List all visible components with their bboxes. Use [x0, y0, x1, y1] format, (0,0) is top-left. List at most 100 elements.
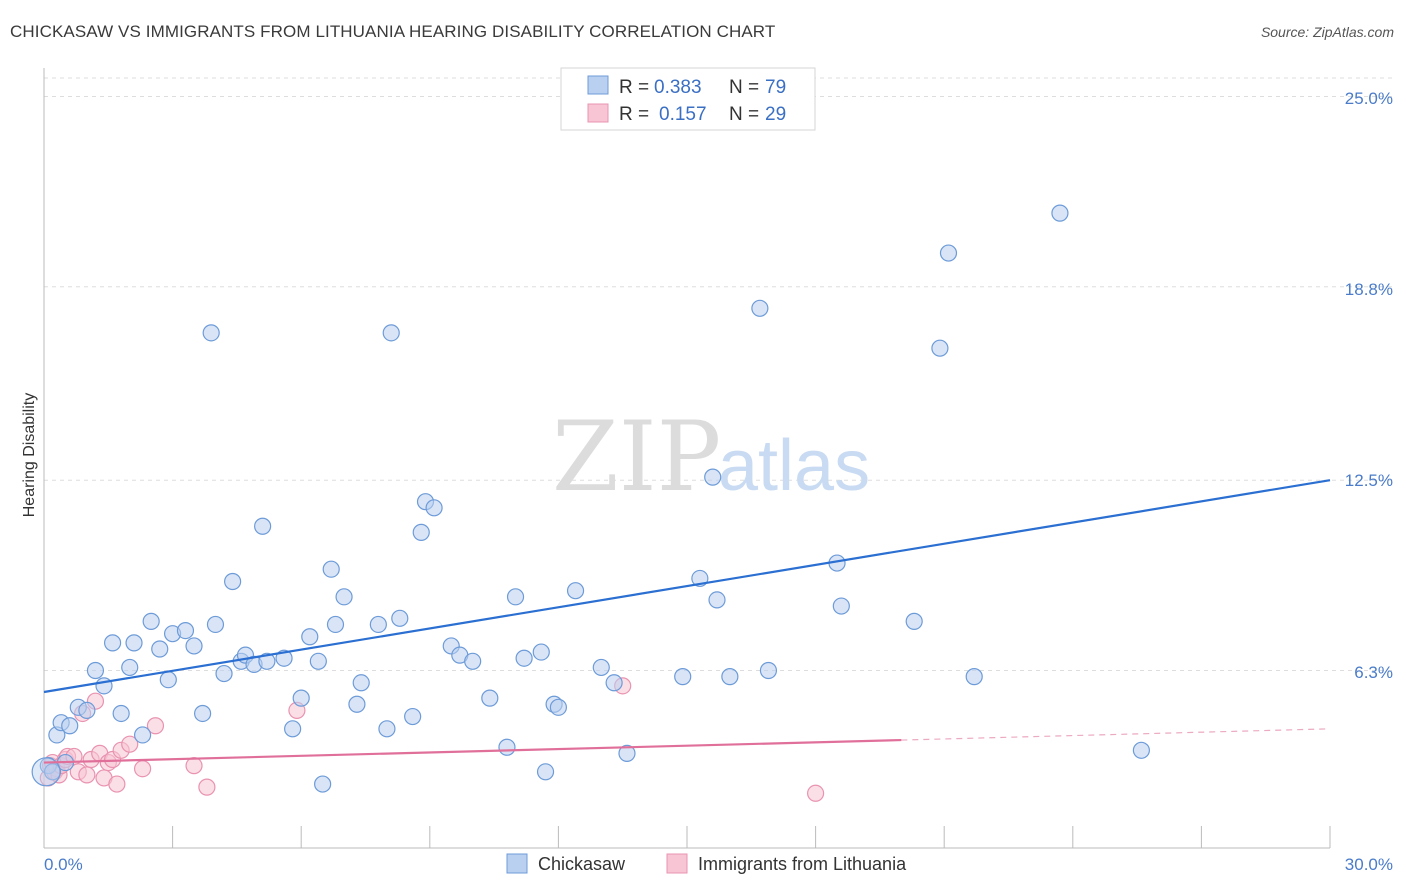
y-tick-label: 25.0% — [1345, 89, 1393, 108]
chickasaw-point — [215, 664, 233, 683]
chickasaw-point — [506, 588, 525, 606]
legend-r-value: 0.383 — [654, 77, 702, 98]
chickasaw-point — [674, 668, 692, 686]
chickasaw-point — [322, 560, 340, 578]
chickasaw-point — [391, 609, 409, 627]
chickasaw-point — [314, 775, 332, 793]
chickasaw-point — [159, 671, 177, 689]
watermark-zip: ZIP — [552, 401, 721, 513]
legend-n-label: N = — [729, 77, 759, 98]
series-legend: Chickasaw Immigrants from Lithuania — [506, 853, 907, 874]
lithuania-point — [133, 760, 152, 778]
trend-lines — [43, 479, 1331, 764]
legend-r-label: R = — [619, 104, 649, 125]
y-axis-label: Hearing Disability — [21, 393, 38, 518]
chickasaw-point — [335, 588, 353, 606]
chickasaw-point — [412, 523, 430, 541]
chickasaw-point — [1132, 741, 1150, 759]
chickasaw-point — [78, 701, 96, 720]
chickasaw-point — [202, 324, 220, 342]
legend-swatch-lithuania — [666, 853, 688, 874]
lithuania-trend-line-extension — [901, 728, 1331, 741]
chickasaw-point — [704, 468, 722, 486]
chickasaw-point — [206, 615, 225, 634]
legend-swatch-chickasaw — [506, 853, 528, 874]
legend-n-label: N = — [729, 104, 759, 125]
lithuania-point — [806, 784, 825, 802]
chickasaw-point — [254, 517, 272, 535]
chickasaw-point — [532, 643, 550, 661]
legend-swatch-chickasaw — [587, 75, 609, 95]
lithuania-point — [185, 757, 203, 775]
chickasaw-point — [185, 637, 203, 655]
legend-n-value: 79 — [765, 77, 786, 98]
series-lithuania-points — [39, 677, 825, 802]
chickasaw-point — [832, 597, 850, 615]
chickasaw-point — [309, 652, 327, 670]
legend-r-label: R = — [619, 77, 649, 98]
chickasaw-point — [369, 615, 387, 634]
legend-r-value: 0.157 — [659, 104, 707, 125]
correlation-legend: R = 0.383 N = 79 R = 0.157 N = 29 — [560, 67, 816, 131]
lithuania-point — [78, 766, 96, 784]
x-tick-label: 0.0% — [44, 855, 83, 874]
chickasaw-point — [292, 689, 310, 707]
chickasaw-point — [481, 689, 499, 707]
chickasaw-point — [352, 674, 370, 692]
chickasaw-point — [258, 652, 276, 670]
chickasaw-point — [142, 612, 160, 630]
chickasaw-point — [125, 634, 143, 652]
chickasaw-point — [404, 707, 422, 726]
x-tick-label: 30.0% — [1345, 855, 1393, 874]
chickasaw-point — [605, 674, 623, 692]
chickasaw-point — [751, 299, 769, 317]
chickasaw-point — [931, 339, 949, 357]
chickasaw-point — [759, 661, 778, 680]
chickasaw-point — [708, 591, 726, 609]
chickasaw-point — [284, 720, 302, 738]
chickasaw-point — [721, 668, 739, 686]
chickasaw-point — [326, 615, 345, 634]
chickasaw-point — [61, 717, 79, 735]
chart-title: CHICKASAW VS IMMIGRANTS FROM LITHUANIA H… — [10, 22, 776, 41]
y-tick-label: 6.3% — [1354, 663, 1393, 682]
chickasaw-trend-line — [43, 479, 1331, 694]
chickasaw-point — [536, 763, 555, 781]
chickasaw-point — [905, 612, 923, 630]
chickasaw-point — [133, 726, 152, 744]
chickasaw-point — [939, 244, 958, 262]
y-tick-label: 18.8% — [1345, 280, 1393, 299]
chickasaw-point — [464, 652, 482, 670]
chickasaw-point — [121, 658, 139, 677]
legend-swatch-lithuania — [587, 103, 609, 123]
source-label: Source: ZipAtlas.com — [1260, 24, 1394, 40]
chickasaw-point — [348, 695, 366, 713]
lithuania-trend-line — [43, 738, 902, 764]
chickasaw-point — [618, 744, 636, 762]
watermark-atlas: atlas — [718, 426, 870, 506]
lithuania-point — [198, 778, 216, 796]
legend-n-value: 29 — [765, 104, 786, 125]
chickasaw-point — [194, 704, 212, 723]
chickasaw-point — [382, 324, 400, 342]
chickasaw-point — [378, 720, 396, 738]
chickasaw-point — [224, 572, 242, 591]
chickasaw-point — [566, 582, 585, 600]
chickasaw-point — [549, 698, 568, 716]
chickasaw-point — [498, 738, 516, 756]
chickasaw-point — [176, 621, 195, 640]
chickasaw-point — [1051, 204, 1069, 222]
chickasaw-point — [31, 757, 61, 787]
chickasaw-point — [112, 704, 130, 723]
lithuania-point — [146, 717, 165, 735]
chickasaw-point — [965, 668, 983, 686]
chickasaw-point — [301, 628, 319, 646]
axes — [43, 68, 1331, 849]
chickasaw-point — [592, 658, 610, 677]
chickasaw-point — [515, 649, 533, 667]
y-tick-label: 12.5% — [1345, 471, 1393, 490]
chickasaw-point — [86, 661, 105, 680]
lithuania-point — [121, 735, 139, 753]
legend-label-chickasaw: Chickasaw — [538, 854, 626, 874]
